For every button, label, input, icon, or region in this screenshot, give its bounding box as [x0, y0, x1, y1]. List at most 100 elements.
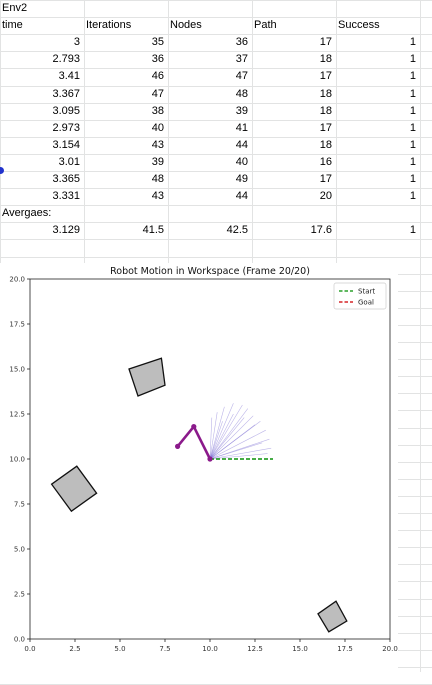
- motion-trail-line: [209, 408, 249, 460]
- table-cell[interactable]: 46: [151, 70, 164, 82]
- column-header-cell[interactable]: Path: [254, 19, 277, 31]
- table-cell[interactable]: 3.01: [58, 156, 80, 168]
- table-cell[interactable]: 39: [235, 105, 248, 117]
- table-cell[interactable]: 1: [409, 139, 416, 151]
- average-cell[interactable]: 1: [409, 224, 416, 236]
- grid-row-line: [0, 154, 432, 155]
- x-tick-label: 15.0: [292, 645, 308, 653]
- table-cell[interactable]: 1: [409, 190, 416, 202]
- grid-row-line: [0, 68, 432, 69]
- x-tick-label: 12.5: [247, 645, 263, 653]
- y-tick-label: 0.0: [14, 636, 25, 644]
- table-cell[interactable]: 40: [235, 156, 248, 168]
- average-cell[interactable]: 17.6: [310, 224, 332, 236]
- column-header-cell[interactable]: time: [2, 19, 23, 31]
- table-cell[interactable]: 1: [409, 88, 416, 100]
- average-cell[interactable]: 41.5: [142, 224, 164, 236]
- column-header-cell[interactable]: Success: [338, 19, 380, 31]
- motion-trail-line: [209, 406, 225, 460]
- motion-trail-line: [209, 417, 213, 460]
- table-cell[interactable]: 41: [235, 122, 248, 134]
- y-tick-label: 5.0: [14, 546, 25, 554]
- table-cell[interactable]: 2.793: [52, 53, 80, 65]
- motion-trail-line: [209, 413, 234, 460]
- motion-trail-line: [209, 412, 218, 460]
- legend-label: Start: [358, 288, 375, 296]
- sheet-title-cell[interactable]: Env2: [2, 2, 28, 14]
- grid-row-line: [0, 222, 432, 223]
- grid-row-line: [0, 171, 432, 172]
- table-cell[interactable]: 44: [235, 190, 248, 202]
- grid-row-line: [0, 17, 432, 18]
- table-cell[interactable]: 1: [409, 173, 416, 185]
- robot-joint: [175, 443, 181, 449]
- table-cell[interactable]: 38: [151, 105, 164, 117]
- obstacle: [128, 357, 166, 397]
- table-cell[interactable]: 3.41: [58, 70, 80, 82]
- table-cell[interactable]: 36: [151, 53, 164, 65]
- table-cell[interactable]: 3.367: [52, 88, 80, 100]
- table-cell[interactable]: 2.973: [52, 122, 80, 134]
- table-cell[interactable]: 3.095: [52, 105, 80, 117]
- table-cell[interactable]: 48: [235, 88, 248, 100]
- y-tick-label: 17.5: [9, 321, 25, 329]
- table-cell[interactable]: 37: [235, 53, 248, 65]
- table-cell[interactable]: 1: [409, 122, 416, 134]
- table-cell[interactable]: 49: [235, 173, 248, 185]
- column-header-cell[interactable]: Nodes: [170, 19, 202, 31]
- motion-trail-line: [209, 424, 256, 460]
- table-cell[interactable]: 1: [409, 70, 416, 82]
- table-cell[interactable]: 3.365: [52, 173, 80, 185]
- obstacle: [50, 465, 98, 513]
- table-cell[interactable]: 17: [319, 70, 332, 82]
- motion-trail-line: [209, 447, 272, 460]
- plot-title: Robot Motion in Workspace (Frame 20/20): [110, 266, 310, 277]
- table-cell[interactable]: 1: [409, 36, 416, 48]
- grid-row-line: [0, 34, 432, 35]
- table-cell[interactable]: 47: [151, 88, 164, 100]
- table-cell[interactable]: 17: [319, 173, 332, 185]
- table-cell[interactable]: 40: [151, 122, 164, 134]
- x-tick-label: 17.5: [337, 645, 353, 653]
- table-cell[interactable]: 3: [73, 36, 80, 48]
- plot-canvas: Robot Motion in Workspace (Frame 20/20) 0…: [0, 263, 398, 672]
- table-cell[interactable]: 18: [319, 88, 332, 100]
- table-cell[interactable]: 1: [409, 156, 416, 168]
- table-cell[interactable]: 36: [235, 36, 248, 48]
- table-cell[interactable]: 47: [235, 70, 248, 82]
- x-tick-label: 5.0: [114, 645, 125, 653]
- table-cell[interactable]: 3.154: [52, 139, 80, 151]
- robot-joint: [207, 456, 213, 462]
- table-cell[interactable]: 20: [319, 190, 332, 202]
- table-cell[interactable]: 3.331: [52, 190, 80, 202]
- table-cell[interactable]: 48: [151, 173, 164, 185]
- legend-label: Goal: [358, 299, 374, 307]
- table-cell[interactable]: 16: [319, 156, 332, 168]
- grid-row-line: [0, 51, 432, 52]
- grid-row-line: [0, 239, 432, 240]
- table-cell[interactable]: 1: [409, 105, 416, 117]
- motion-trail-line: [209, 417, 245, 460]
- average-cell[interactable]: 42.5: [226, 224, 248, 236]
- row-selection-handle[interactable]: [0, 167, 4, 174]
- table-cell[interactable]: 35: [151, 36, 164, 48]
- table-cell[interactable]: 43: [151, 190, 164, 202]
- table-cell[interactable]: 44: [235, 139, 248, 151]
- table-cell[interactable]: 18: [319, 53, 332, 65]
- table-cell[interactable]: 1: [409, 53, 416, 65]
- average-cell[interactable]: 3.129: [52, 224, 80, 236]
- x-tick-label: 0.0: [24, 645, 35, 653]
- x-tick-label: 7.5: [159, 645, 170, 653]
- table-cell[interactable]: 18: [319, 139, 332, 151]
- table-cell[interactable]: 39: [151, 156, 164, 168]
- motion-trail-line: [209, 421, 223, 460]
- table-cell[interactable]: 43: [151, 139, 164, 151]
- table-cell[interactable]: 18: [319, 105, 332, 117]
- y-tick-label: 10.0: [9, 456, 25, 464]
- averages-label-cell[interactable]: Avergaes:: [2, 207, 52, 219]
- grid-row-line: [0, 137, 432, 138]
- table-cell[interactable]: 17: [319, 122, 332, 134]
- column-header-cell[interactable]: Iterations: [86, 19, 132, 31]
- grid-row-line: [0, 188, 432, 189]
- table-cell[interactable]: 17: [319, 36, 332, 48]
